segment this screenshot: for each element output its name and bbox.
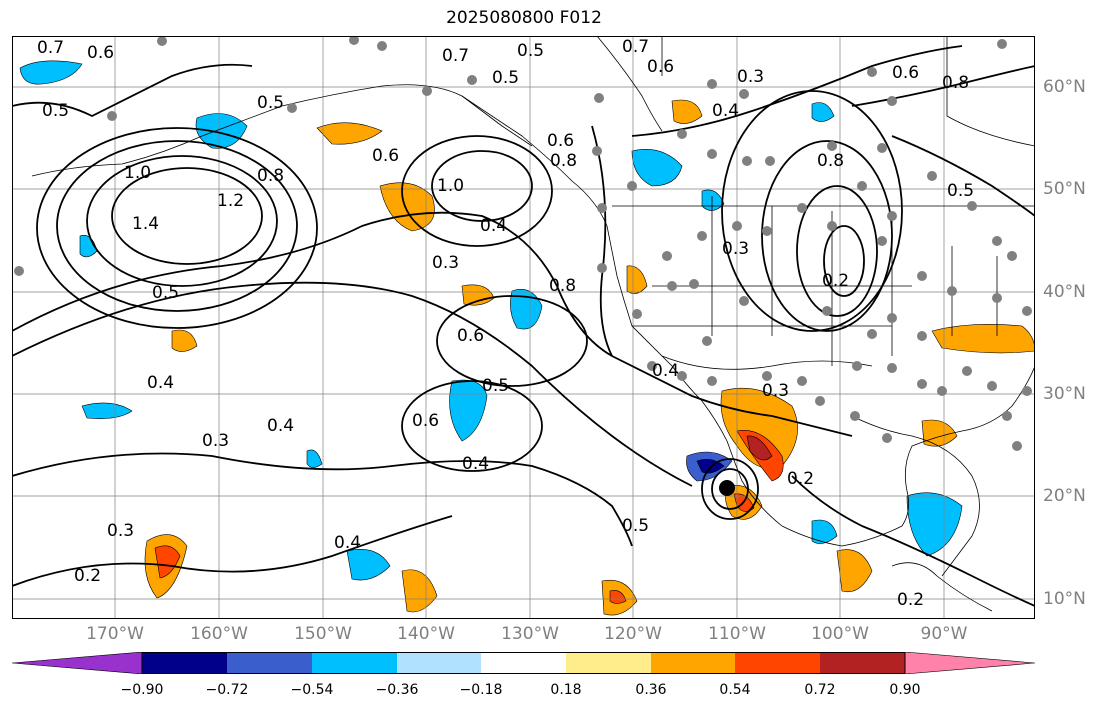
- graticule: [12, 36, 1035, 619]
- contour-label: 0.6: [547, 131, 574, 151]
- longitude-label: 100°W: [811, 624, 869, 644]
- contour-label: 1.0: [437, 176, 464, 196]
- latitude-label: 40°N: [1043, 282, 1086, 302]
- longitude-label: 160°W: [190, 624, 248, 644]
- colorbar-segment: [312, 652, 397, 674]
- colorbar: [12, 652, 1035, 674]
- contour-label: 0.5: [482, 376, 509, 396]
- colorbar-high-extension: [904, 652, 1035, 674]
- contour-label: 0.6: [87, 43, 114, 63]
- longitude-label: 90°W: [920, 624, 968, 644]
- longitude-label: 140°W: [397, 624, 455, 644]
- contour-label: 0.6: [412, 411, 439, 431]
- contour-label: 0.3: [722, 239, 749, 259]
- contour-label: 0.5: [152, 283, 179, 303]
- contour-label: 0.7: [37, 38, 64, 58]
- contour-label: 0.8: [549, 276, 576, 296]
- colorbar-segment: [820, 652, 905, 674]
- contour-label: 0.4: [480, 216, 507, 236]
- contour-value-labels: 0.7 0.6 0.5 0.5 0.7 0.5 0.7 0.6 0.3 0.6 …: [37, 37, 974, 610]
- contour-label: 0.3: [762, 381, 789, 401]
- contour-label: 0.2: [74, 566, 101, 586]
- contour-label: 0.8: [257, 166, 284, 186]
- contour-label: 0.5: [42, 101, 69, 121]
- contour-label: 0.7: [622, 37, 649, 57]
- longitude-label: 110°W: [708, 624, 766, 644]
- longitude-label: 170°W: [86, 624, 144, 644]
- contour-label: 0.8: [942, 73, 969, 93]
- contour-label: 0.7: [442, 46, 469, 66]
- contour-label: 0.5: [622, 516, 649, 536]
- colorbar-tick-label: −0.54: [290, 682, 334, 698]
- colorbar-tick-label: 0.72: [804, 682, 836, 698]
- contour-label: 0.8: [817, 151, 844, 171]
- contour-label: 0.3: [202, 431, 229, 451]
- latitude-label: 30°N: [1043, 384, 1086, 404]
- colorbar-tick-label: −0.72: [205, 682, 249, 698]
- colorbar-segment: [566, 652, 651, 674]
- contour-label: 0.3: [737, 67, 764, 87]
- contour-label: 0.4: [267, 416, 294, 436]
- contour-label: 0.4: [712, 101, 739, 121]
- contour-label: 0.6: [372, 146, 399, 166]
- latitude-label: 50°N: [1043, 179, 1086, 199]
- colorbar-tick-label: 0.36: [635, 682, 667, 698]
- longitude-label: 120°W: [604, 624, 662, 644]
- colorbar-segment: [651, 652, 735, 674]
- longitude-label: 130°W: [501, 624, 559, 644]
- contour-label: 0.5: [947, 181, 974, 201]
- contour-label: 0.4: [147, 373, 174, 393]
- contour-label: 0.6: [457, 326, 484, 346]
- contour-label: 1.2: [217, 191, 244, 211]
- latitude-label: 10°N: [1043, 589, 1086, 609]
- contour-label: 0.6: [892, 63, 919, 83]
- contour-label: 0.3: [432, 253, 459, 273]
- contour-label: 0.3: [107, 521, 134, 541]
- contour-label: 0.4: [652, 361, 679, 381]
- map-panel: 0.7 0.6 0.5 0.5 0.7 0.5 0.7 0.6 0.3 0.6 …: [12, 36, 1035, 619]
- contour-label: 1.0: [124, 163, 151, 183]
- colorbar-tick-label: 0.18: [550, 682, 582, 698]
- contour-lines: [12, 45, 1035, 607]
- latitude-label: 20°N: [1043, 486, 1086, 506]
- colorbar-segment: [481, 652, 566, 674]
- contour-label: 0.2: [822, 271, 849, 291]
- contour-label: 0.5: [257, 93, 284, 113]
- colorbar-tick-label: −0.36: [375, 682, 419, 698]
- colorbar-tick-label: −0.90: [120, 682, 164, 698]
- colorbar-tick-label: 0.54: [719, 682, 751, 698]
- storm-center-marker: [719, 480, 735, 496]
- contour-label: 0.4: [334, 533, 361, 553]
- contour-label: 0.5: [492, 68, 519, 88]
- colorbar-segment: [142, 652, 227, 674]
- map-title: 2025080800 F012: [446, 8, 602, 28]
- contour-label: 0.5: [517, 41, 544, 61]
- colorbar-tick-label: 0.90: [889, 682, 921, 698]
- contour-label: 0.2: [897, 590, 924, 610]
- contour-label: 1.4: [132, 214, 159, 234]
- shaded-anomaly-regions: [19, 60, 1035, 616]
- station-markers: [14, 36, 1032, 451]
- contour-label: 0.2: [787, 469, 814, 489]
- colorbar-tick-label: −0.18: [459, 682, 503, 698]
- contour-label: 0.8: [550, 151, 577, 171]
- colorbar-low-extension: [12, 652, 143, 674]
- latitude-label: 60°N: [1043, 77, 1086, 97]
- colorbar-segment: [227, 652, 312, 674]
- colorbar-segment: [397, 652, 481, 674]
- contour-label: 0.6: [647, 57, 674, 77]
- longitude-label: 150°W: [294, 624, 352, 644]
- contour-label: 0.4: [462, 454, 489, 474]
- colorbar-segment: [735, 652, 820, 674]
